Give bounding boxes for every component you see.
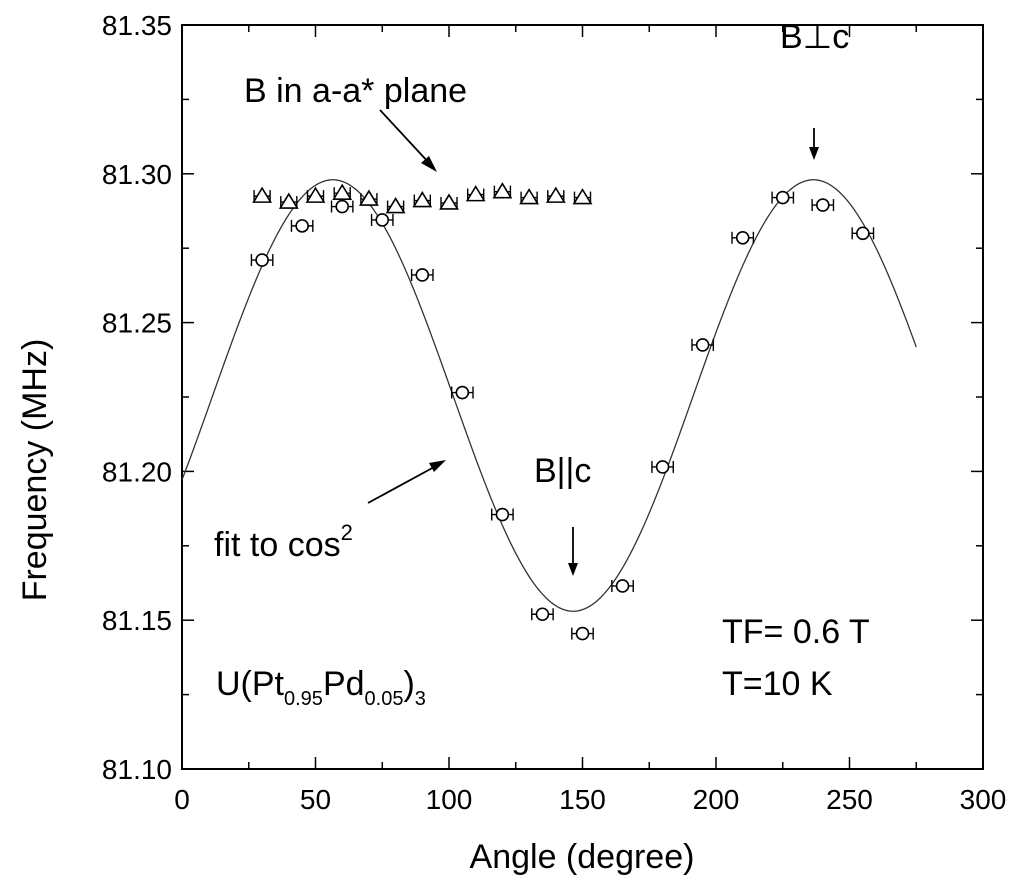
data-point-triangle	[332, 183, 353, 200]
arrow-para	[568, 527, 578, 576]
data-point-circle	[535, 607, 550, 622]
data-point-circle	[815, 198, 830, 212]
data-point-circle	[295, 219, 309, 233]
annotation-fit: fit to cos2	[214, 520, 353, 564]
data-point-triangle	[412, 191, 433, 208]
x-tick-label: 150	[559, 784, 606, 815]
data-point-triangle	[545, 186, 566, 203]
x-tick-label: 50	[300, 784, 331, 815]
annotation-para: B||c	[534, 452, 591, 490]
data-point-circle	[415, 268, 430, 282]
arrow-fit	[367, 460, 446, 504]
fit-curve	[181, 179, 917, 612]
data-point-triangle	[492, 182, 513, 199]
annotation-tf: TF= 0.6 T	[722, 613, 870, 651]
data-point-circle	[335, 199, 350, 214]
data-point-circle	[255, 253, 269, 267]
annotation-perp: B⊥c	[780, 18, 849, 56]
arrow-perp	[809, 128, 819, 160]
y-axis-label: Frequency (MHz)	[16, 339, 54, 602]
data-point-circle	[655, 460, 670, 474]
data-point-triangle	[439, 193, 459, 210]
plot-frame	[181, 24, 984, 770]
axes	[181, 24, 984, 770]
ticks: 0 50 100 150 200 250 300 81.10 81.15 81.20 81.25 81…	[102, 10, 1006, 815]
annotation-temp: T=10 K	[722, 665, 833, 703]
y-tick-label: 81.10	[102, 754, 172, 785]
data-point-circle	[375, 213, 390, 227]
y-tick-label: 81.25	[102, 308, 172, 339]
data-point-circle	[575, 626, 590, 641]
data-point-triangle	[358, 189, 379, 206]
y-tick-label: 81.20	[102, 456, 172, 487]
data-point-triangle	[252, 186, 273, 203]
data-point-circle	[695, 338, 710, 352]
x-tick-label: 300	[960, 784, 1007, 815]
data-point-triangle	[385, 196, 406, 214]
x-tick-label: 0	[174, 784, 190, 815]
x-tick-label: 250	[826, 784, 873, 815]
arrow-plane	[379, 109, 437, 172]
data-point-circle	[455, 385, 470, 400]
y-tick-label: 81.30	[102, 159, 172, 190]
annotation-compound: U(Pt0.95Pd0.05)3	[216, 665, 426, 710]
data-point-triangle	[465, 185, 486, 202]
data-point-triangle	[278, 192, 299, 209]
x-tick-label: 100	[426, 784, 473, 815]
data-point-circle	[495, 507, 510, 522]
x-tick-label: 200	[693, 784, 740, 815]
y-tick-label: 81.15	[102, 605, 172, 636]
data-point-triangle	[572, 188, 593, 205]
data-point-circle	[856, 226, 870, 241]
y-tick-label: 81.35	[102, 10, 172, 41]
x-axis-label: Angle (degree)	[470, 838, 695, 876]
annotation-plane: B in a-a* plane	[244, 72, 467, 110]
data-point-circle	[775, 190, 790, 205]
data-point-circle	[735, 230, 750, 245]
data-point-circle	[615, 579, 630, 593]
fit-curve-layer	[181, 179, 917, 612]
data-point-triangle	[305, 186, 326, 203]
data-points	[250, 182, 875, 641]
data-point-triangle	[519, 188, 540, 205]
